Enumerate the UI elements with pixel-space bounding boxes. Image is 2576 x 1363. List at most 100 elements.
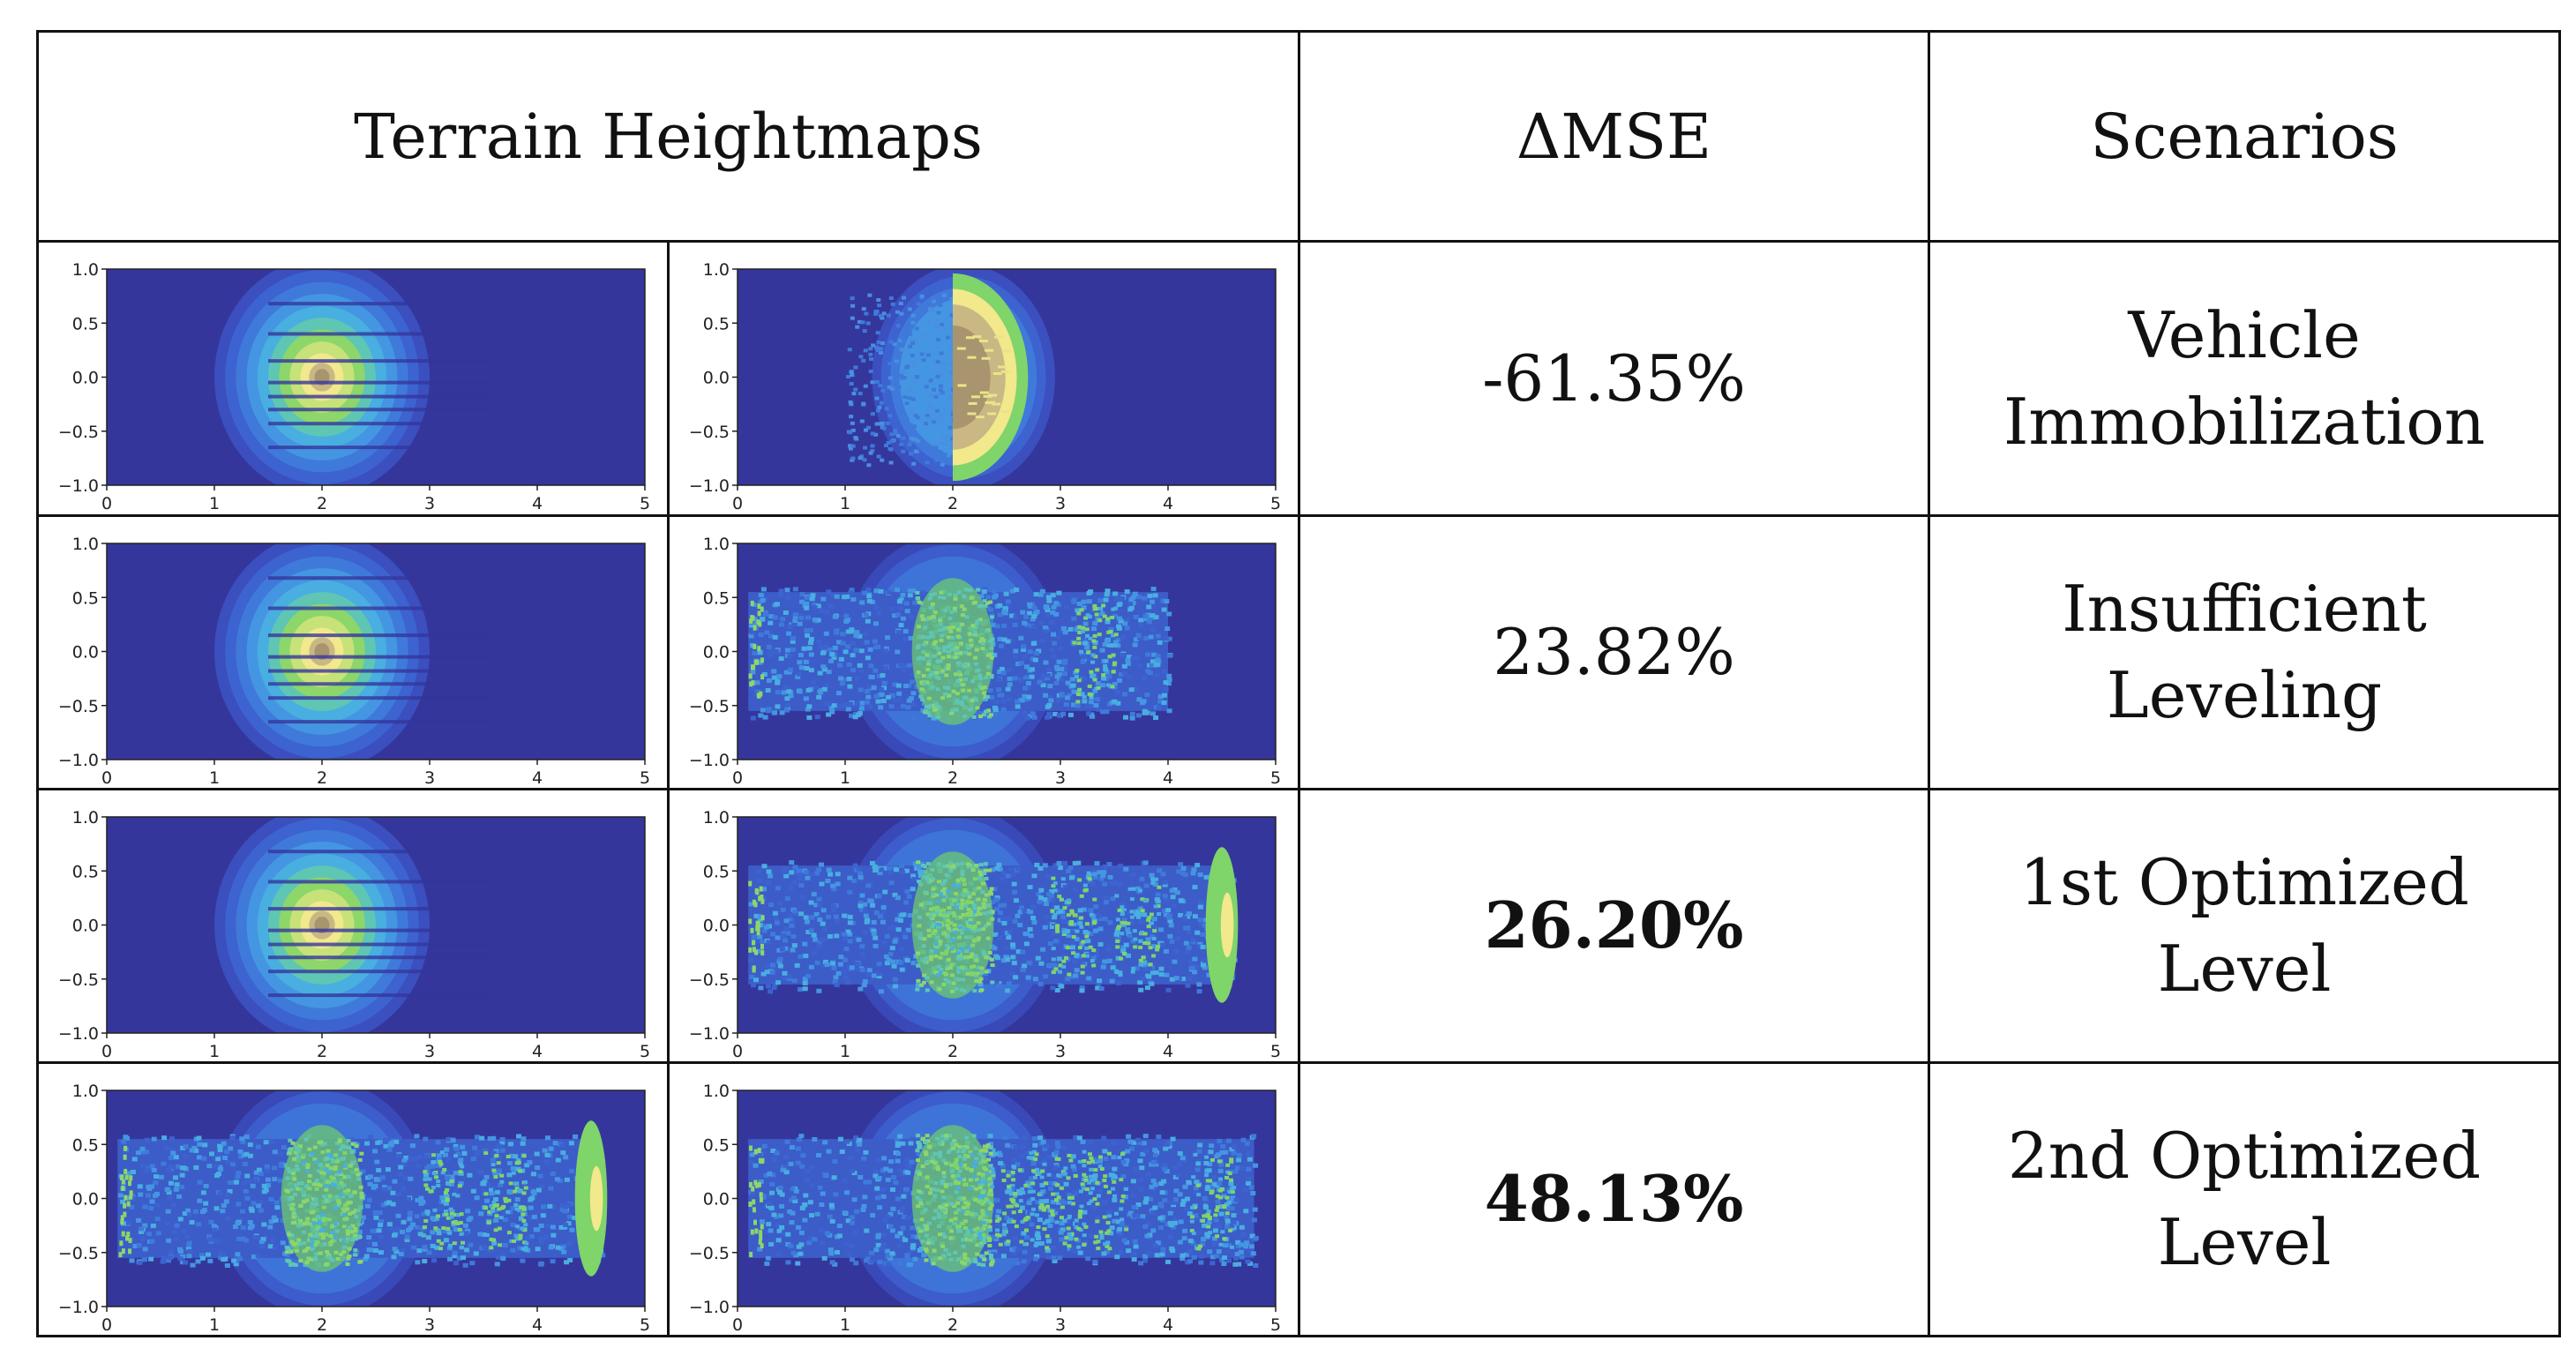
heightmap-result-cell: 0 1 2 3 4 5 1.0 0.5 0.0 −0.5 −1.0 (666, 240, 1301, 517)
scenario-cell: 1st Optimized Level (1928, 787, 2562, 1064)
heatmap-area (107, 543, 645, 760)
x-tick-label: 3 (424, 1042, 435, 1061)
x-tick-label: 3 (424, 1315, 435, 1335)
y-tick-label: −1.0 (689, 1298, 730, 1317)
y-tick-label: −0.5 (58, 1244, 99, 1263)
y-tick-label: 1.0 (703, 260, 730, 280)
y-tick-label: 1.0 (72, 260, 99, 280)
x-tick-label: 0 (101, 1042, 112, 1061)
scenario-cell: Insufficient Leveling (1928, 513, 2562, 790)
scenario-label: 2nd Optimized (2007, 1119, 2482, 1194)
x-tick-label: 5 (1270, 1042, 1281, 1061)
y-tick-label: −1.0 (689, 1024, 730, 1044)
x-tick-label: 4 (1163, 1315, 1173, 1335)
y-tick-label: 0.0 (703, 916, 730, 935)
y-tick-label: 1.0 (72, 535, 99, 554)
heatmap-area (738, 1090, 1276, 1307)
y-tick-label: −1.0 (689, 476, 730, 496)
y-tick-label: 0.5 (703, 315, 730, 334)
x-tick-label: 5 (640, 1315, 650, 1335)
x-tick-label: 2 (947, 1042, 958, 1061)
y-tick-label: 0.0 (72, 369, 99, 388)
heightmap-plot: 0 1 2 3 4 5 1.0 0.5 0.0 −0.5 −1.0 (58, 808, 650, 1061)
x-tick-label: 5 (640, 1042, 650, 1061)
y-tick-label: 1.0 (703, 1082, 730, 1101)
x-tick-label: 4 (1163, 494, 1173, 513)
heatmap-area (107, 816, 645, 1033)
x-tick-label: 3 (1055, 768, 1066, 788)
y-tick-label: −0.5 (689, 696, 730, 715)
y-tick-label: 1.0 (703, 535, 730, 554)
x-tick-label: 4 (532, 768, 543, 788)
heightmap-result-cell: 0 1 2 3 4 5 1.0 0.5 0.0 −0.5 −1.0 (666, 787, 1301, 1064)
y-tick-label: −1.0 (689, 751, 730, 770)
heightmap-result-cell: 0 1 2 3 4 5 1.0 0.5 0.0 −0.5 −1.0 (666, 513, 1301, 790)
y-tick-label: −0.5 (58, 423, 99, 442)
heightmap-input-cell: 0 1 2 3 4 5 1.0 0.5 0.0 −0.5 −1.0 (36, 787, 670, 1064)
x-tick-label: 3 (1055, 1042, 1066, 1061)
delta-mse-value: 26.20% (1298, 787, 1931, 1064)
y-tick-label: 0.0 (703, 369, 730, 388)
x-tick-label: 5 (640, 768, 650, 788)
header-row: Terrain Heightmaps ΔMSE Scenarios (35, 29, 2562, 243)
x-tick-label: 1 (209, 1315, 220, 1335)
y-tick-label: 0.0 (703, 642, 730, 662)
heightmap-result-cell: 0 1 2 3 4 5 1.0 0.5 0.0 −0.5 −1.0 (666, 1060, 1301, 1338)
heightmap-plot: 0 1 2 3 4 5 1.0 0.5 0.0 −0.5 −1.0 (689, 1082, 1281, 1335)
x-tick-label: 4 (532, 1315, 543, 1335)
x-tick-label: 4 (532, 1042, 543, 1061)
x-tick-label: 5 (640, 494, 650, 513)
y-tick-label: 1.0 (72, 808, 99, 828)
x-tick-label: 1 (840, 768, 850, 788)
heatmap-area (738, 543, 1276, 760)
results-table: Terrain Heightmaps ΔMSE Scenarios 0 1 2 3 4 5… (35, 29, 2562, 1338)
y-tick-label: 0.0 (72, 642, 99, 662)
x-tick-label: 1 (840, 494, 850, 513)
x-tick-label: 2 (317, 768, 327, 788)
heatmap-area (107, 269, 645, 486)
heightmap-input-cell: 0 1 2 3 4 5 1.0 0.5 0.0 −0.5 −1.0 (36, 240, 670, 517)
x-tick-label: 2 (947, 1315, 958, 1335)
table-row: 0 1 2 3 4 5 1.0 0.5 0.0 −0.5 −1.0 0 1 2 3 4 5 1.0 0.5 0.0 −0… (36, 1060, 2562, 1338)
heightmap-plot: 0 1 2 3 4 5 1.0 0.5 0.0 −0.5 −1.0 (689, 808, 1281, 1061)
scenario-label: Vehicle (2128, 298, 2361, 372)
y-tick-label: 0.5 (72, 1135, 99, 1155)
heatmap-area (107, 1090, 645, 1307)
y-tick-label: −1.0 (58, 1298, 99, 1317)
delta-mse-value: 48.13% (1298, 1060, 1931, 1338)
y-tick-label: −1.0 (58, 476, 99, 496)
y-tick-label: 0.0 (703, 1189, 730, 1209)
delta-mse-value: 23.82% (1298, 513, 1931, 790)
y-tick-label: 1.0 (703, 808, 730, 828)
scenario-label: Leveling (2106, 658, 2383, 733)
heightmap-plot: 0 1 2 3 4 5 1.0 0.5 0.0 −0.5 −1.0 (58, 535, 650, 788)
x-tick-label: 2 (947, 494, 958, 513)
heightmap-plot: 0 1 2 3 4 5 1.0 0.5 0.0 −0.5 −1.0 (58, 1082, 650, 1335)
y-tick-label: −0.5 (689, 1244, 730, 1263)
y-tick-label: 0.5 (72, 862, 99, 881)
y-tick-label: 0.5 (72, 315, 99, 334)
y-tick-label: 1.0 (72, 1082, 99, 1101)
x-tick-label: 0 (101, 768, 112, 788)
x-tick-label: 5 (1270, 768, 1281, 788)
x-tick-label: 1 (840, 1042, 850, 1061)
x-tick-label: 2 (317, 1315, 327, 1335)
y-tick-label: 0.5 (72, 588, 99, 608)
y-tick-label: −0.5 (58, 696, 99, 715)
y-tick-label: 0.5 (703, 862, 730, 881)
scenario-label: 1st Optimized (2019, 845, 2469, 920)
scenario-label: Level (2157, 1205, 2332, 1280)
heightmap-plot: 0 1 2 3 4 5 1.0 0.5 0.0 −0.5 −1.0 (689, 535, 1281, 788)
header-heightmaps: Terrain Heightmaps (35, 29, 1301, 243)
y-tick-label: 0.5 (703, 588, 730, 608)
heatmap-area (738, 816, 1276, 1033)
y-tick-label: −0.5 (58, 970, 99, 989)
x-tick-label: 2 (317, 1042, 327, 1061)
y-tick-label: 0.0 (72, 1189, 99, 1209)
y-tick-label: −1.0 (58, 751, 99, 770)
heightmap-input-cell: 0 1 2 3 4 5 1.0 0.5 0.0 −0.5 −1.0 (36, 1060, 670, 1338)
table-row: 0 1 2 3 4 5 1.0 0.5 0.0 −0.5 −1.0 0 1 2 3 4 5 1.0 0.5 0.0 −0… (36, 787, 2562, 1064)
x-tick-label: 4 (532, 494, 543, 513)
scenario-label: Level (2157, 932, 2332, 1007)
y-tick-label: −1.0 (58, 1024, 99, 1044)
